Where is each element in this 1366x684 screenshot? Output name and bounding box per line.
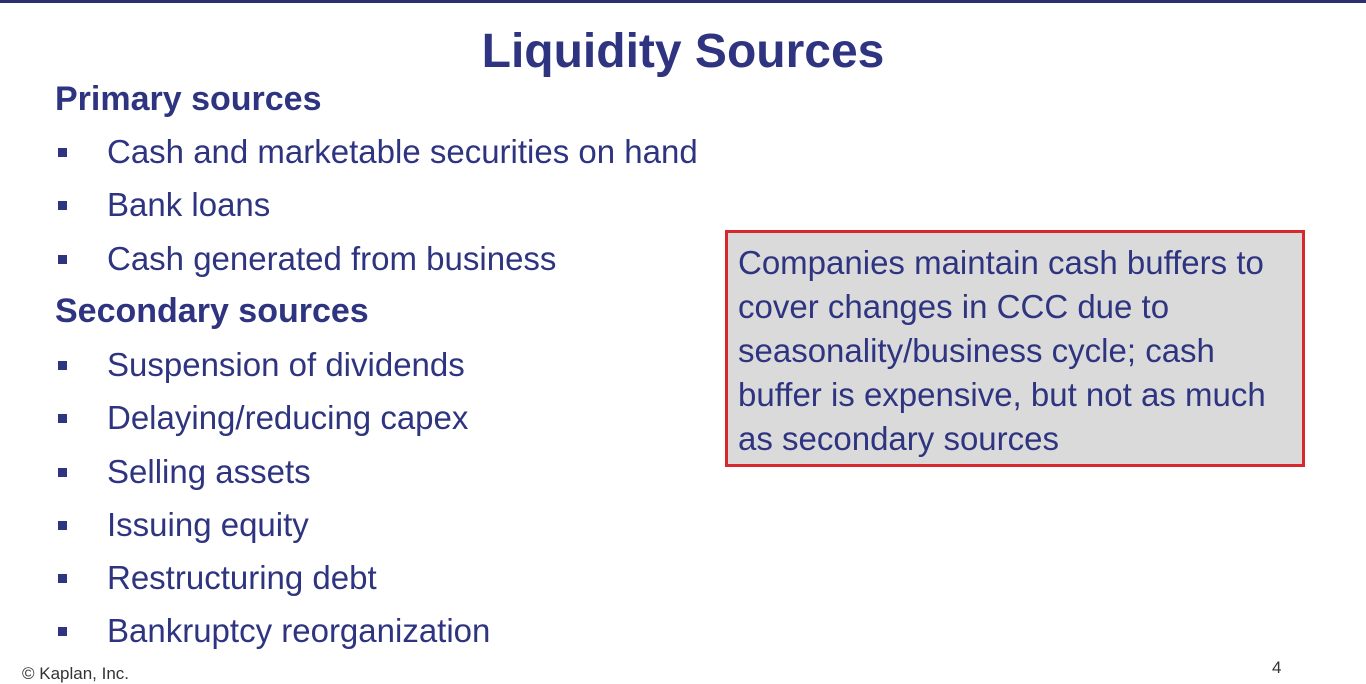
- bullet-item-secondary-6: Bankruptcy reorganization: [55, 609, 490, 653]
- page-number: 4: [1272, 658, 1282, 677]
- bullet-text: Cash and marketable securities on hand: [107, 133, 698, 170]
- slide-title: Liquidity Sources: [481, 25, 885, 78]
- copyright-footer: © Kaplan, Inc.: [22, 664, 130, 683]
- bullet-item-secondary-4: Issuing equity: [55, 503, 309, 547]
- square-bullet-icon: [58, 360, 67, 370]
- square-bullet-icon: [58, 200, 67, 210]
- bullet-item-primary-1: Cash and marketable securities on hand: [55, 130, 698, 174]
- bullet-text: Suspension of dividends: [107, 346, 465, 383]
- top-rule: [0, 0, 1366, 3]
- bullet-text: Bankruptcy reorganization: [107, 612, 491, 649]
- bullet-item-secondary-3: Selling assets: [55, 450, 311, 494]
- square-bullet-icon: [58, 467, 67, 477]
- bullet-text: Restructuring debt: [107, 559, 377, 596]
- primary-sources-heading: Primary sources: [55, 80, 322, 118]
- bullet-item-primary-2: Bank loans: [55, 183, 270, 227]
- callout-text: Companies maintain cash buffers to cover…: [738, 244, 1266, 457]
- bullet-text: Issuing equity: [107, 506, 309, 543]
- cash-buffer-callout: Companies maintain cash buffers to cover…: [725, 230, 1305, 467]
- bullet-text: Bank loans: [107, 186, 271, 223]
- bullet-text: Selling assets: [107, 453, 311, 490]
- square-bullet-icon: [58, 254, 67, 264]
- bullet-item-primary-3: Cash generated from business: [55, 237, 556, 281]
- square-bullet-icon: [58, 413, 67, 423]
- square-bullet-icon: [58, 147, 67, 157]
- bullet-item-secondary-1: Suspension of dividends: [55, 343, 465, 387]
- secondary-sources-heading: Secondary sources: [55, 292, 369, 330]
- bullet-text: Cash generated from business: [107, 240, 557, 277]
- bullet-item-secondary-2: Delaying/reducing capex: [55, 396, 468, 440]
- bullet-text: Delaying/reducing capex: [107, 399, 469, 436]
- bullet-item-secondary-5: Restructuring debt: [55, 556, 377, 600]
- square-bullet-icon: [58, 626, 67, 636]
- square-bullet-icon: [58, 573, 67, 583]
- square-bullet-icon: [58, 520, 67, 530]
